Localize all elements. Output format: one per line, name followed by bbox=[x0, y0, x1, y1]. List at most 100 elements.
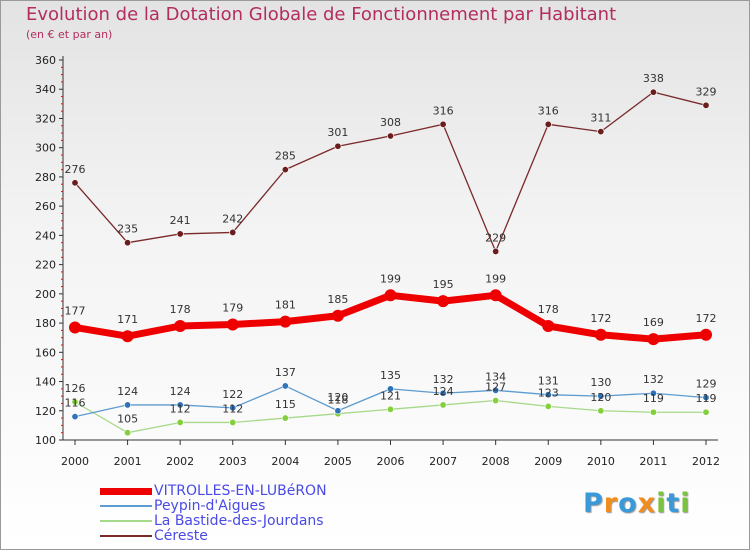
data-point bbox=[384, 289, 397, 302]
logo-letter: o bbox=[618, 488, 638, 519]
y-tick-label: 280 bbox=[35, 171, 56, 184]
series-layer bbox=[69, 88, 712, 437]
data-label: 130 bbox=[590, 376, 611, 389]
legend-label: Céreste bbox=[154, 528, 208, 544]
data-point bbox=[544, 391, 552, 399]
data-label: 178 bbox=[170, 303, 191, 316]
data-label: 122 bbox=[222, 388, 243, 401]
data-label: 129 bbox=[696, 378, 717, 391]
data-label: 172 bbox=[696, 312, 717, 325]
y-tick-label: 160 bbox=[35, 346, 56, 359]
data-label: 316 bbox=[538, 104, 559, 117]
data-point bbox=[439, 389, 447, 397]
data-point bbox=[437, 295, 450, 308]
data-label: 137 bbox=[275, 366, 296, 379]
data-label: 178 bbox=[538, 303, 559, 316]
data-point bbox=[597, 392, 605, 400]
data-label: 235 bbox=[117, 223, 138, 236]
data-point bbox=[386, 385, 394, 393]
data-point bbox=[124, 401, 132, 409]
data-point bbox=[439, 401, 447, 409]
data-point bbox=[702, 408, 710, 416]
x-tick-label: 2004 bbox=[271, 455, 299, 468]
data-label: 181 bbox=[275, 299, 296, 312]
data-point bbox=[176, 230, 184, 238]
y-tick-label: 320 bbox=[35, 112, 56, 125]
data-label: 179 bbox=[222, 302, 243, 315]
data-point bbox=[544, 120, 552, 128]
y-tick-label: 220 bbox=[35, 259, 56, 272]
data-label: 285 bbox=[275, 150, 296, 163]
x-tick-label: 2006 bbox=[377, 455, 405, 468]
x-tick-label: 2008 bbox=[482, 455, 510, 468]
data-point bbox=[69, 321, 81, 334]
series-0 bbox=[69, 289, 712, 346]
data-point bbox=[594, 328, 607, 341]
data-point bbox=[281, 382, 289, 390]
data-point bbox=[229, 228, 237, 236]
data-point bbox=[386, 132, 394, 140]
proxiti-logo: Proxiti bbox=[583, 488, 691, 519]
x-tick-label: 2007 bbox=[429, 455, 457, 468]
data-label: 171 bbox=[117, 313, 138, 326]
data-point bbox=[702, 394, 710, 402]
x-tick-label: 2002 bbox=[166, 455, 194, 468]
y-tick-label: 240 bbox=[35, 229, 56, 242]
data-label: 105 bbox=[117, 413, 138, 426]
data-point bbox=[647, 333, 660, 346]
x-tick-label: 2003 bbox=[219, 455, 247, 468]
data-point bbox=[492, 247, 500, 255]
data-label: 119 bbox=[643, 392, 664, 405]
chart-subtitle: (en € et par an) bbox=[26, 28, 113, 41]
x-tick-label: 2005 bbox=[324, 455, 352, 468]
data-point bbox=[71, 179, 79, 187]
data-label: 316 bbox=[433, 104, 454, 117]
data-label: 242 bbox=[222, 212, 243, 225]
data-point bbox=[124, 429, 132, 437]
x-tick-label: 2009 bbox=[534, 455, 562, 468]
x-tick-label: 2010 bbox=[587, 455, 615, 468]
data-point bbox=[71, 413, 79, 421]
data-label: 124 bbox=[433, 385, 454, 398]
data-point bbox=[121, 330, 134, 343]
data-point bbox=[226, 318, 239, 331]
data-point bbox=[489, 289, 502, 302]
data-label: 241 bbox=[170, 214, 191, 227]
data-label: 112 bbox=[170, 402, 191, 415]
data-point bbox=[331, 309, 344, 322]
logo-letter: P bbox=[583, 488, 604, 519]
data-label: 118 bbox=[327, 394, 348, 407]
data-label: 185 bbox=[327, 293, 348, 306]
data-point bbox=[334, 407, 342, 415]
data-point bbox=[386, 405, 394, 413]
data-label: 199 bbox=[380, 272, 401, 285]
data-label: 169 bbox=[643, 316, 664, 329]
data-label: 311 bbox=[590, 112, 611, 125]
data-point bbox=[124, 239, 132, 247]
data-label: 172 bbox=[590, 312, 611, 325]
data-label: 338 bbox=[643, 72, 664, 85]
x-tick-label: 2011 bbox=[639, 455, 667, 468]
data-label: 329 bbox=[696, 85, 717, 98]
logo-letter: x bbox=[637, 488, 657, 519]
data-label: 124 bbox=[117, 385, 138, 398]
data-point bbox=[649, 88, 657, 96]
data-label: 127 bbox=[485, 381, 506, 394]
y-tick-label: 100 bbox=[35, 434, 56, 447]
data-point bbox=[439, 120, 447, 128]
legend-label: La Bastide-des-Jourdans bbox=[154, 513, 324, 529]
legend-swatch bbox=[100, 488, 152, 495]
legend-label: VITROLLES-EN-LUBéRON bbox=[154, 483, 327, 499]
series-1 bbox=[71, 382, 710, 421]
data-point bbox=[544, 402, 552, 410]
y-tick-label: 260 bbox=[35, 200, 56, 213]
logo-letter: t bbox=[666, 488, 681, 519]
data-point bbox=[281, 414, 289, 422]
data-point bbox=[176, 401, 184, 409]
legend-label: Peypin-d'Aigues bbox=[154, 498, 266, 514]
series-line bbox=[74, 291, 707, 343]
data-label: 115 bbox=[275, 398, 296, 411]
data-label: 199 bbox=[485, 272, 506, 285]
data-point bbox=[492, 397, 500, 405]
